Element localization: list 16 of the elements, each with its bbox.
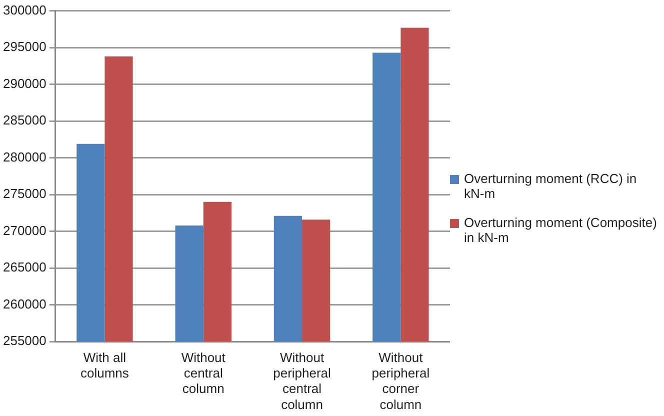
y-tick-label: 260000 [2, 296, 46, 312]
y-tick-label: 300000 [2, 2, 46, 18]
y-tick-label: 285000 [2, 112, 46, 128]
x-tick-label: Without peripheral corner column [372, 350, 430, 412]
y-tick-label: 280000 [2, 149, 46, 164]
y-tick-label: 255000 [2, 333, 46, 348]
legend-label: Overturning moment (Composite) in kN-m [464, 215, 658, 245]
y-tick-label: 270000 [2, 222, 46, 238]
y-tick-label: 290000 [2, 76, 46, 91]
x-tick-label: With all columns [80, 350, 130, 381]
legend-label: Overturning moment (RCC) in kN-m [464, 171, 638, 201]
x-tick-label: Without central column [181, 350, 226, 396]
y-tick-label: 295000 [2, 39, 46, 54]
y-tick-label: 265000 [2, 260, 46, 275]
y-tick-label: 275000 [2, 186, 46, 202]
x-tick-label: Without peripheral central column [273, 350, 332, 412]
